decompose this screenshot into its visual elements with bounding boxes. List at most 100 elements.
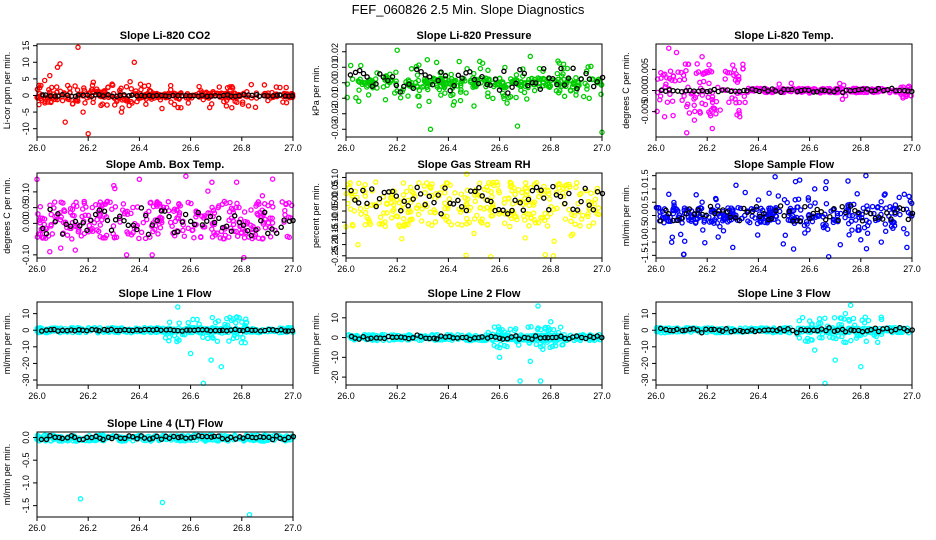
data-point bbox=[349, 76, 356, 82]
data-point bbox=[223, 103, 230, 109]
data-point bbox=[81, 87, 88, 93]
data-point bbox=[37, 217, 43, 223]
data-point bbox=[485, 93, 491, 100]
data-point bbox=[227, 314, 233, 321]
data-point bbox=[666, 45, 672, 51]
data-point bbox=[425, 220, 432, 227]
y-axis-label: ml/min per min. bbox=[311, 313, 321, 375]
data-point bbox=[729, 207, 735, 213]
data-point bbox=[421, 183, 427, 189]
data-point bbox=[205, 335, 211, 342]
data-point bbox=[878, 198, 884, 205]
data-point bbox=[882, 228, 889, 235]
data-point bbox=[48, 99, 54, 106]
data-point bbox=[891, 219, 897, 226]
data-point bbox=[41, 77, 48, 84]
data-point bbox=[805, 197, 812, 203]
data-point bbox=[533, 184, 540, 191]
data-point bbox=[448, 71, 454, 78]
data-point bbox=[906, 193, 912, 200]
data-point bbox=[458, 191, 465, 197]
data-point bbox=[500, 93, 507, 99]
y-tick-label: 0.005 bbox=[640, 58, 650, 81]
data-point bbox=[810, 89, 817, 95]
data-point bbox=[560, 61, 567, 67]
data-point bbox=[810, 210, 817, 217]
y-tick-label: 0.01 bbox=[330, 58, 340, 76]
data-point bbox=[592, 196, 599, 202]
data-point bbox=[100, 93, 106, 99]
data-point bbox=[761, 210, 767, 217]
data-point bbox=[703, 212, 710, 219]
data-point bbox=[849, 212, 856, 219]
data-point bbox=[227, 225, 234, 232]
data-point bbox=[834, 86, 840, 92]
data-point bbox=[270, 204, 276, 210]
y-tick-label: -0.02 bbox=[330, 103, 340, 124]
data-point bbox=[35, 231, 42, 237]
data-point bbox=[364, 214, 370, 221]
data-point bbox=[494, 179, 500, 186]
data-point bbox=[372, 179, 379, 185]
y-tick-label: 10 bbox=[21, 309, 31, 319]
data-point bbox=[744, 87, 750, 94]
data-point bbox=[686, 110, 693, 116]
data-point bbox=[875, 214, 882, 220]
y-tick-label: -10 bbox=[21, 122, 31, 135]
data-point bbox=[831, 205, 837, 212]
data-point bbox=[426, 98, 432, 105]
data-point bbox=[401, 83, 407, 90]
data-point bbox=[814, 206, 820, 213]
data-point bbox=[191, 221, 198, 228]
data-point bbox=[675, 208, 681, 214]
y-axis-label: Li-cor ppm per min. bbox=[2, 52, 12, 130]
data-point bbox=[128, 86, 135, 92]
data-point bbox=[36, 85, 43, 91]
plot-frame bbox=[36, 172, 294, 259]
x-tick-label: 26.6 bbox=[801, 391, 819, 401]
data-point bbox=[681, 93, 687, 99]
data-point bbox=[502, 84, 508, 91]
data-point bbox=[544, 223, 551, 229]
data-point bbox=[908, 93, 914, 99]
data-point bbox=[377, 71, 383, 77]
y-tick-label: -0.10 bbox=[330, 212, 340, 233]
y-tick-label: 10 bbox=[330, 313, 340, 323]
y-tick-label: -1.0 bbox=[21, 475, 31, 491]
data-point bbox=[675, 69, 681, 75]
data-point bbox=[388, 215, 395, 221]
data-point bbox=[379, 221, 385, 227]
data-point bbox=[789, 327, 796, 334]
data-point bbox=[441, 190, 448, 196]
y-tick-label: 0.02 bbox=[330, 43, 340, 61]
data-point bbox=[772, 88, 779, 94]
data-point bbox=[413, 66, 420, 73]
data-point bbox=[754, 232, 761, 238]
data-point bbox=[590, 220, 597, 226]
data-point bbox=[281, 219, 287, 225]
x-tick-label: 26.0 bbox=[28, 143, 46, 153]
data-point bbox=[839, 89, 846, 96]
data-point bbox=[432, 219, 439, 225]
panel-line1: Slope Line 1 Flow ml/min per min. 26.0 26.2… bbox=[2, 288, 302, 401]
data-point bbox=[526, 223, 532, 229]
x-tick-label: 26.4 bbox=[440, 143, 458, 153]
data-point bbox=[111, 182, 117, 189]
data-point bbox=[355, 241, 361, 248]
y-tick-label: 0.00 bbox=[330, 191, 340, 209]
x-axis: 26.0 26.2 26.4 26.6 26.8 27.0 bbox=[28, 137, 302, 153]
data-point bbox=[57, 216, 64, 223]
data-point bbox=[187, 350, 194, 357]
data-point bbox=[256, 93, 263, 99]
data-point bbox=[879, 216, 886, 222]
data-point bbox=[104, 102, 110, 108]
data-point bbox=[452, 190, 458, 196]
data-point bbox=[229, 104, 235, 111]
y-axis: -10 -5 0 5 10 15 bbox=[21, 41, 37, 135]
data-point bbox=[134, 98, 140, 105]
data-point bbox=[707, 67, 713, 74]
data-point bbox=[113, 234, 120, 241]
data-point bbox=[711, 220, 717, 226]
data-point bbox=[355, 78, 362, 85]
